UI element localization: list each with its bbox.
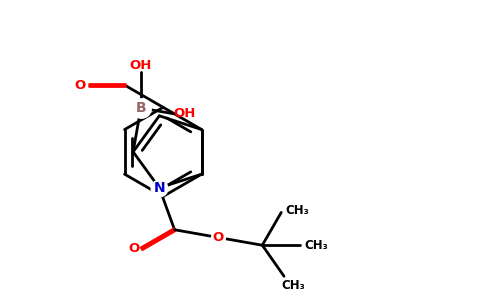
Text: O: O xyxy=(213,231,224,244)
Text: O: O xyxy=(74,79,85,92)
Text: O: O xyxy=(129,242,140,255)
Text: OH: OH xyxy=(174,107,196,120)
Text: OH: OH xyxy=(130,59,152,72)
Text: N: N xyxy=(153,181,165,195)
Text: CH₃: CH₃ xyxy=(285,204,309,217)
Text: CH₃: CH₃ xyxy=(304,239,328,252)
Text: B: B xyxy=(136,101,146,115)
Text: CH₃: CH₃ xyxy=(281,279,305,292)
